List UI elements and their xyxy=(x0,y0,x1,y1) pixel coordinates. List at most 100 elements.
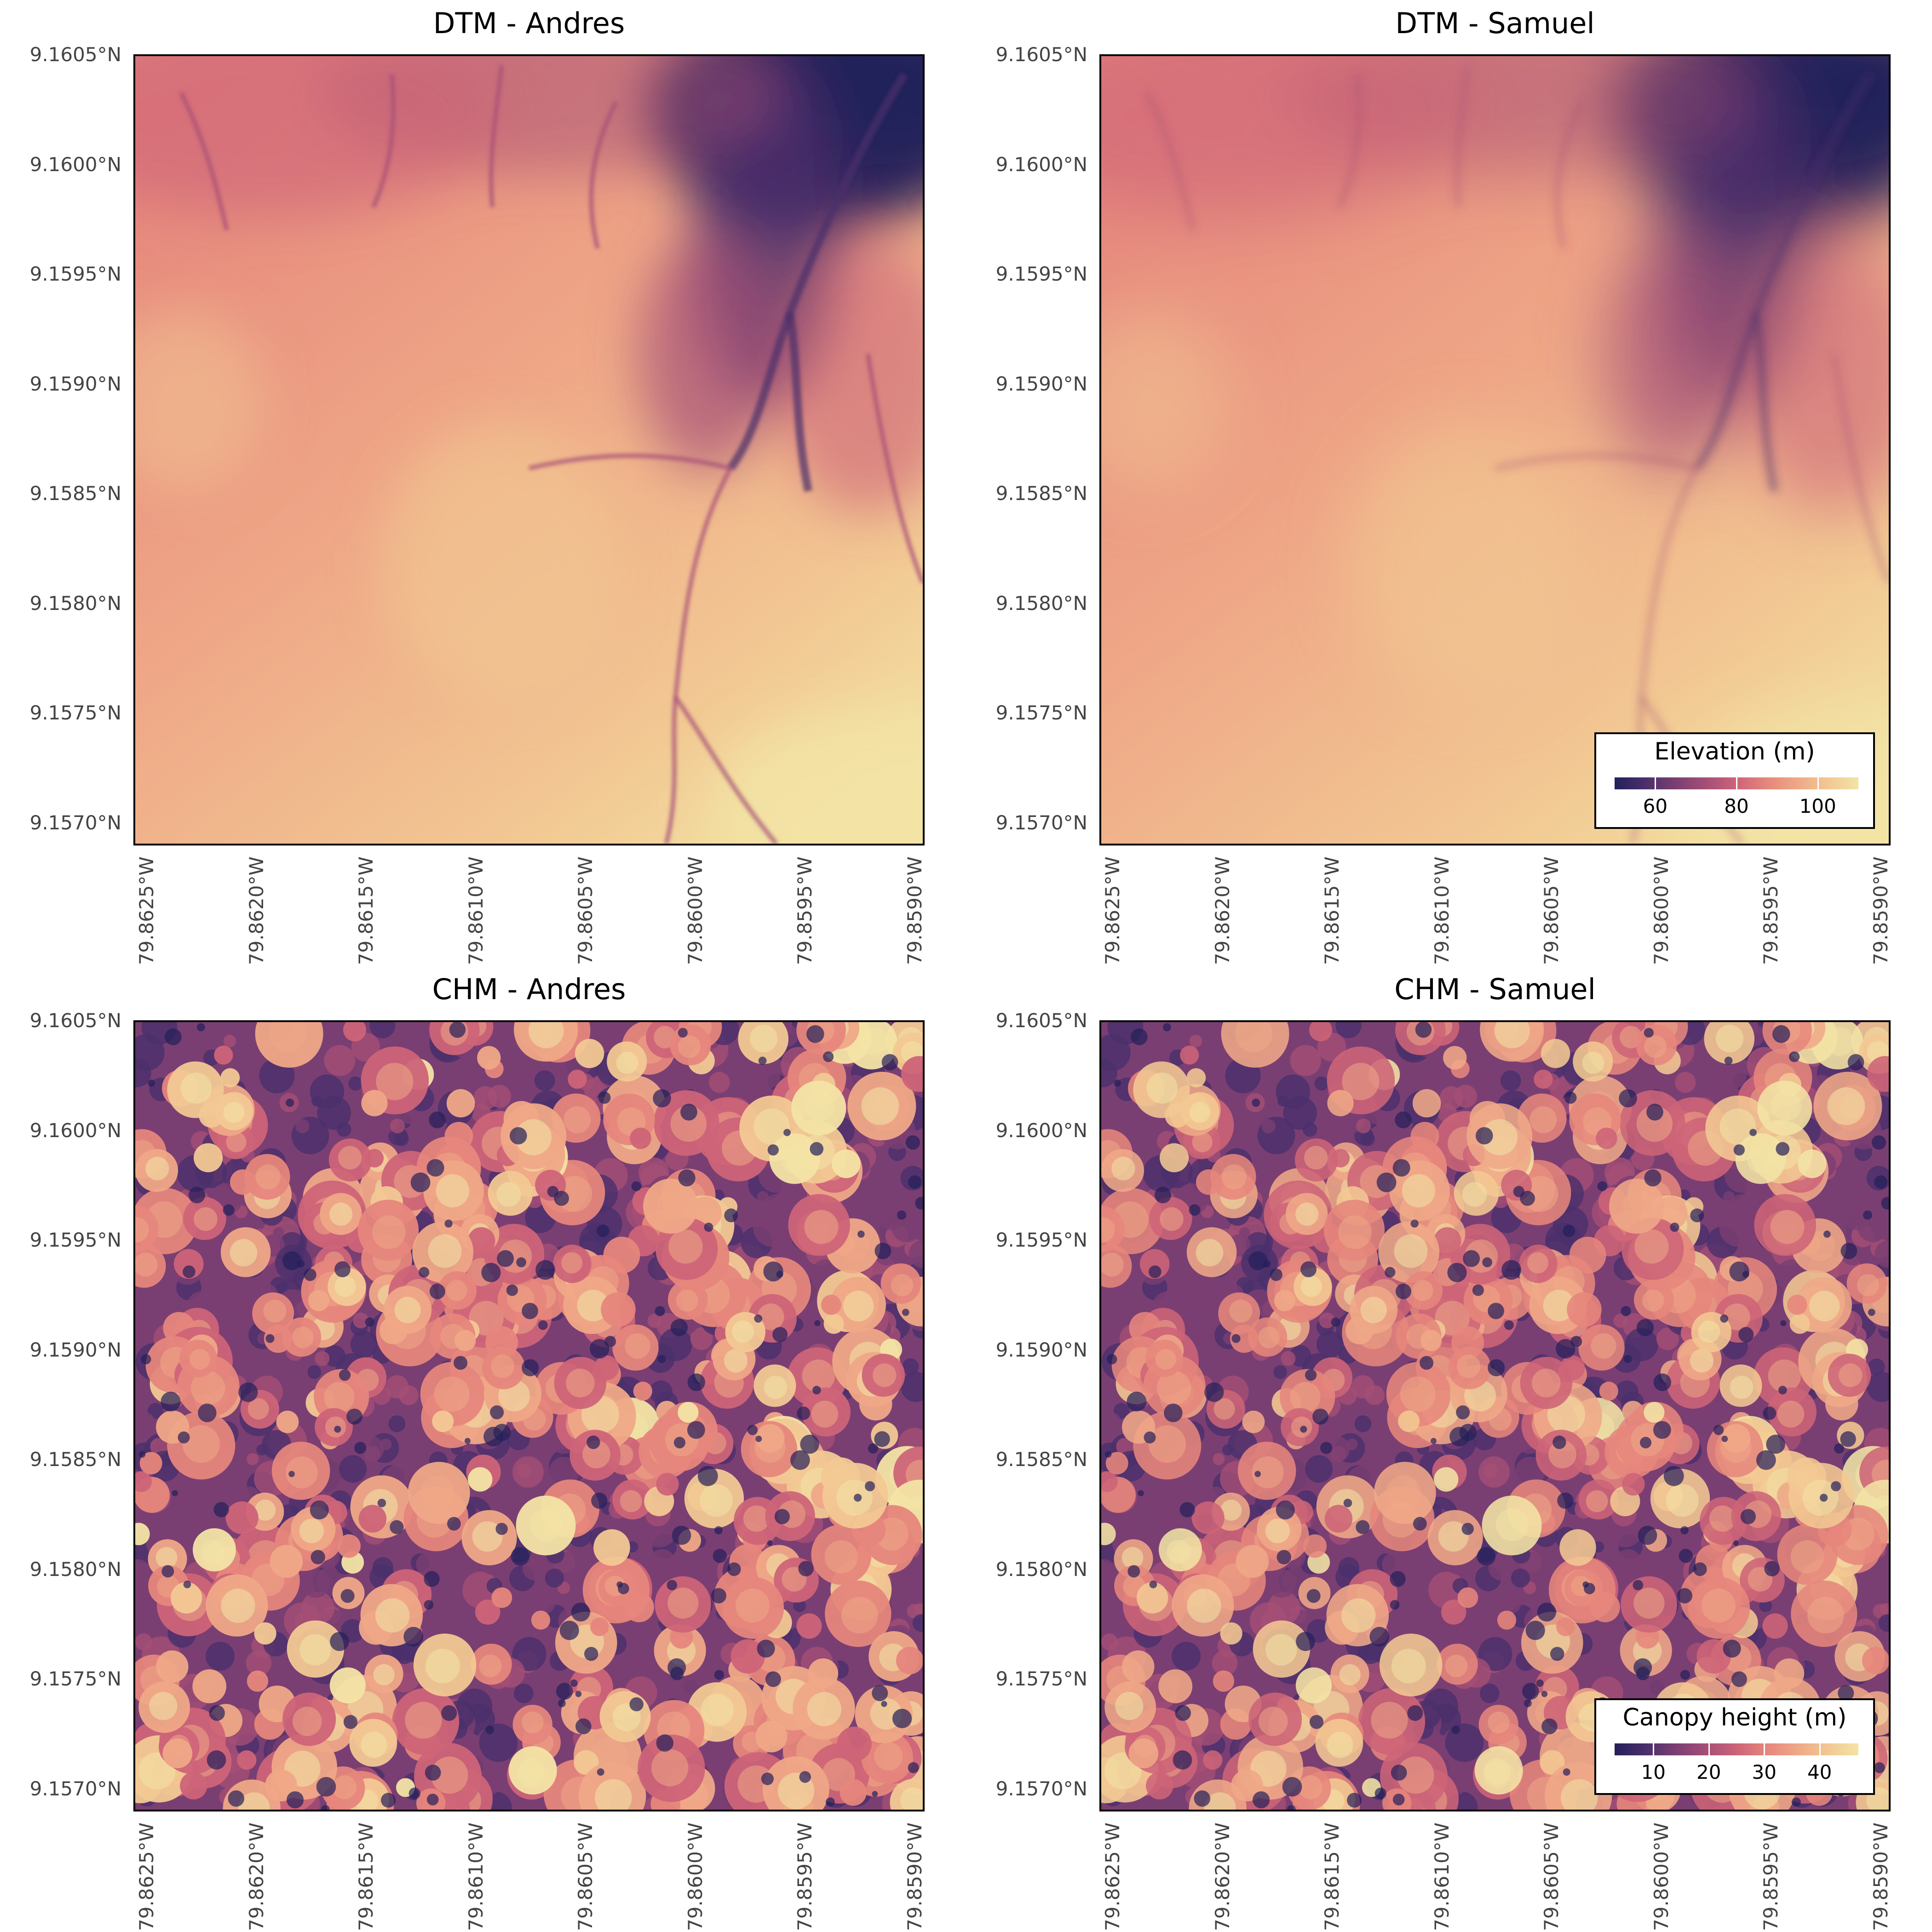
y-tick-label: 9.1585°N xyxy=(995,482,1087,505)
x-tick-label: 79.8625°W xyxy=(1101,1822,1124,1931)
chm-map xyxy=(1101,1022,1889,1810)
y-tick-label: 9.1580°N xyxy=(29,592,121,615)
x-tick-label: 79.8595°W xyxy=(794,1822,816,1931)
y-tick-label: 9.1570°N xyxy=(29,1777,121,1800)
x-tick-label: 79.8615°W xyxy=(355,1822,377,1931)
map-frame xyxy=(1099,54,1891,845)
x-tick-label: 79.8620°W xyxy=(245,856,268,965)
y-tick-label: 9.1580°N xyxy=(29,1558,121,1581)
y-tick-label: 9.1605°N xyxy=(29,1009,121,1032)
x-tick-label: 79.8610°W xyxy=(1430,1822,1453,1931)
x-tick-label: 79.8620°W xyxy=(1211,856,1234,965)
y-tick-label: 9.1570°N xyxy=(995,811,1087,834)
y-tick-label: 9.1605°N xyxy=(29,43,121,66)
y-tick-label: 9.1590°N xyxy=(995,372,1087,395)
panel-chm-andres: CHM - Andres 9.1605°N 9.1600°N 9.1595°N 9.1… xyxy=(0,966,966,1932)
y-tick-label: 9.1605°N xyxy=(995,43,1087,66)
y-tick-label: 9.1600°N xyxy=(995,153,1087,176)
legend-tick-label: 30 xyxy=(1752,1761,1777,1783)
x-tick-label: 79.8595°W xyxy=(1760,856,1782,965)
y-tick-label: 9.1595°N xyxy=(29,1229,121,1251)
panel-title: DTM - Samuel xyxy=(1395,6,1595,40)
panel-title: CHM - Andres xyxy=(432,972,626,1006)
x-tick-label: 79.8595°W xyxy=(794,856,816,965)
y-tick-label: 9.1580°N xyxy=(995,1558,1087,1581)
y-tick-label: 9.1590°N xyxy=(995,1338,1087,1361)
legend-tick-mark xyxy=(1653,1743,1655,1755)
x-tick-label: 79.8625°W xyxy=(135,1822,158,1931)
legend-title: Canopy height (m) xyxy=(1622,1704,1847,1731)
x-tick-label: 79.8590°W xyxy=(1869,1822,1892,1931)
x-tick-label: 79.8605°W xyxy=(574,856,597,965)
y-tick-label: 9.1585°N xyxy=(995,1448,1087,1471)
x-tick-label: 79.8620°W xyxy=(245,1822,268,1931)
map-frame xyxy=(133,54,925,845)
x-tick-label: 79.8590°W xyxy=(903,856,926,965)
x-tick-label: 79.8615°W xyxy=(1321,1822,1343,1931)
y-tick-label: 9.1575°N xyxy=(29,1668,121,1690)
dtm-valley-low xyxy=(135,56,923,844)
y-tick-label: 9.1595°N xyxy=(29,263,121,285)
y-tick-label: 9.1570°N xyxy=(29,811,121,834)
x-tick-label: 79.8615°W xyxy=(1321,856,1343,965)
x-tick-label: 79.8600°W xyxy=(684,856,707,965)
chm-map xyxy=(135,1022,923,1810)
y-tick-label: 9.1575°N xyxy=(29,702,121,724)
legend-tick-label: 10 xyxy=(1641,1761,1666,1783)
y-tick-label: 9.1575°N xyxy=(995,702,1087,724)
panel-dtm-andres: DTM - Andres 9.1605°N 9.1600°N 9.1595°N 9.1… xyxy=(0,0,966,966)
x-tick-label: 79.8610°W xyxy=(1430,856,1453,965)
map-frame xyxy=(1099,1020,1891,1811)
elevation-legend: Elevation (m) 60 80 100 xyxy=(1594,732,1875,829)
x-tick-label: 79.8605°W xyxy=(574,1822,597,1931)
x-tick-label: 79.8610°W xyxy=(464,856,487,965)
x-tick-label: 79.8590°W xyxy=(1869,856,1892,965)
y-tick-label: 9.1590°N xyxy=(29,372,121,395)
map-frame xyxy=(133,1020,925,1811)
canopy-height-legend: Canopy height (m) 10 20 30 40 xyxy=(1594,1698,1875,1795)
y-tick-label: 9.1585°N xyxy=(29,482,121,505)
y-tick-label: 9.1580°N xyxy=(995,592,1087,615)
legend-tick-mark xyxy=(1764,1743,1765,1755)
chm-canopy-gaps xyxy=(1105,1022,1889,1810)
x-tick-label: 79.8625°W xyxy=(135,856,158,965)
legend-tick-label: 60 xyxy=(1643,795,1668,817)
x-tick-label: 79.8590°W xyxy=(903,1822,926,1931)
panel-chm-samuel: CHM - Samuel 9.1605°N 9.1600°N 9.1595°N 9.1… xyxy=(966,966,1932,1932)
legend-title: Elevation (m) xyxy=(1654,738,1815,765)
legend-tick-mark xyxy=(1655,777,1656,789)
y-tick-label: 9.1570°N xyxy=(995,1777,1087,1800)
legend-tick-label: 40 xyxy=(1807,1761,1832,1783)
legend-tick-mark xyxy=(1817,777,1819,789)
dtm-drainage-channels xyxy=(179,65,923,844)
x-tick-label: 79.8600°W xyxy=(1650,856,1673,965)
legend-tick-mark xyxy=(1736,777,1737,789)
x-tick-label: 79.8605°W xyxy=(1540,856,1563,965)
y-tick-label: 9.1590°N xyxy=(29,1338,121,1361)
y-tick-label: 9.1595°N xyxy=(995,1229,1087,1251)
chm-canopy-gaps xyxy=(139,1022,923,1810)
y-tick-label: 9.1600°N xyxy=(995,1119,1087,1142)
x-tick-label: 79.8625°W xyxy=(1101,856,1124,965)
y-tick-label: 9.1585°N xyxy=(29,1448,121,1471)
legend-tick-mark xyxy=(1819,1743,1821,1755)
dtm-map xyxy=(135,56,923,844)
x-tick-label: 79.8620°W xyxy=(1211,1822,1234,1931)
chm-tree-crowns xyxy=(1101,1022,1889,1810)
panel-title: DTM - Andres xyxy=(433,6,625,40)
legend-tick-label: 100 xyxy=(1799,795,1836,817)
y-tick-label: 9.1595°N xyxy=(995,263,1087,285)
legend-tick-mark xyxy=(1708,1743,1710,1755)
dtm-map xyxy=(1101,56,1889,844)
legend-tick-label: 80 xyxy=(1724,795,1749,817)
panel-title: CHM - Samuel xyxy=(1394,972,1596,1006)
legend-colorbar xyxy=(1615,1743,1858,1755)
x-tick-label: 79.8600°W xyxy=(1650,1822,1673,1931)
y-tick-label: 9.1600°N xyxy=(29,1119,121,1142)
legend-tick-label: 20 xyxy=(1696,1761,1721,1783)
y-tick-label: 9.1575°N xyxy=(995,1668,1087,1690)
x-tick-label: 79.8615°W xyxy=(355,856,377,965)
x-tick-label: 79.8595°W xyxy=(1760,1822,1782,1931)
y-tick-label: 9.1600°N xyxy=(29,153,121,176)
x-tick-label: 79.8605°W xyxy=(1540,1822,1563,1931)
